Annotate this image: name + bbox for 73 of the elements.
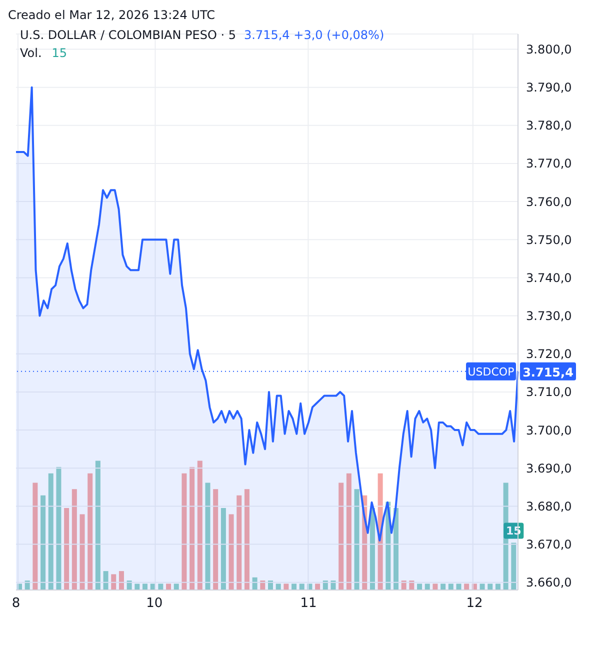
bar (103, 571, 108, 590)
bar (338, 482, 344, 590)
bar (299, 584, 304, 590)
bar (440, 584, 446, 590)
bar (354, 489, 360, 590)
bar (40, 495, 46, 590)
y-tick-label: 3.770,0 (526, 156, 572, 171)
bar (182, 473, 187, 590)
y-tick-label: 3.790,0 (526, 80, 572, 95)
bar (244, 489, 250, 590)
bar (80, 514, 85, 590)
bar (205, 482, 210, 590)
bar (118, 571, 124, 590)
text: 3.715,4 (522, 365, 574, 380)
x-tick-label: 11 (300, 596, 317, 612)
bar (213, 489, 218, 590)
bar (511, 542, 516, 590)
bar (448, 584, 454, 590)
x-tick-label: 8 (12, 596, 20, 612)
bar (292, 584, 297, 590)
bar (228, 514, 234, 590)
bar (315, 584, 320, 590)
bar (197, 460, 202, 590)
chart-title: Vol. (20, 46, 42, 60)
bar (174, 584, 179, 590)
bar (370, 508, 375, 590)
bar (432, 584, 438, 590)
y-tick-label: 3.700,0 (526, 423, 572, 438)
y-tick-label: 3.690,0 (526, 461, 572, 476)
y-tick-label: 3.760,0 (526, 194, 572, 209)
bar (464, 584, 470, 590)
x-tick-label: 10 (146, 596, 163, 612)
bar (190, 467, 195, 590)
bar (424, 584, 430, 590)
y-tick-label: 3.710,0 (526, 385, 572, 400)
x-tick-label: 12 (466, 596, 483, 612)
bar (236, 495, 242, 590)
y-tick-label: 3.720,0 (526, 347, 572, 362)
bar (72, 489, 77, 590)
bar (276, 584, 281, 590)
bar (111, 574, 116, 590)
bar (346, 473, 352, 590)
bar (284, 584, 289, 590)
y-tick-label: 3.800,0 (526, 42, 572, 56)
y-tick-label: 3.750,0 (526, 232, 572, 247)
bar (48, 473, 54, 590)
ref-line-label: USDCOP (468, 365, 515, 378)
bar (456, 584, 462, 590)
bar (394, 508, 398, 590)
bar (88, 473, 93, 590)
chart-subtitle: 3.715,4 +3,0 (+0,08%) (244, 28, 384, 42)
bar (495, 584, 500, 590)
bar (64, 508, 70, 590)
y-tick-label: 3.730,0 (526, 309, 572, 324)
bar (56, 467, 62, 590)
bar (480, 584, 485, 590)
bar (134, 584, 140, 590)
bar (166, 584, 172, 590)
y-tick-label: 3.660,0 (526, 576, 572, 590)
y-tick-label: 3.680,0 (526, 499, 572, 514)
y-tick-label: 3.740,0 (526, 270, 572, 285)
chart-title: U.S. DOLLAR / COLOMBIAN PESO · 5 (20, 28, 236, 42)
bar (95, 460, 100, 590)
y-tick-label: 3.780,0 (526, 118, 572, 133)
bar (488, 584, 493, 590)
bar (142, 584, 148, 590)
bar (158, 584, 164, 590)
text: Creado el Mar 12, 2026 13:24 UTC (8, 8, 216, 24)
bar (220, 508, 226, 590)
bar (32, 482, 38, 590)
text: 15 (52, 46, 68, 60)
bar (417, 584, 422, 590)
y-tick-label: 3.670,0 (526, 538, 572, 552)
